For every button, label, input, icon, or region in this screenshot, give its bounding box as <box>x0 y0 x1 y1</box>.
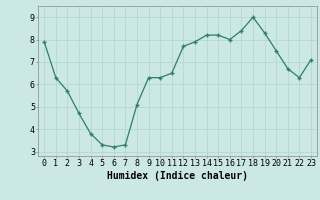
X-axis label: Humidex (Indice chaleur): Humidex (Indice chaleur) <box>107 171 248 181</box>
